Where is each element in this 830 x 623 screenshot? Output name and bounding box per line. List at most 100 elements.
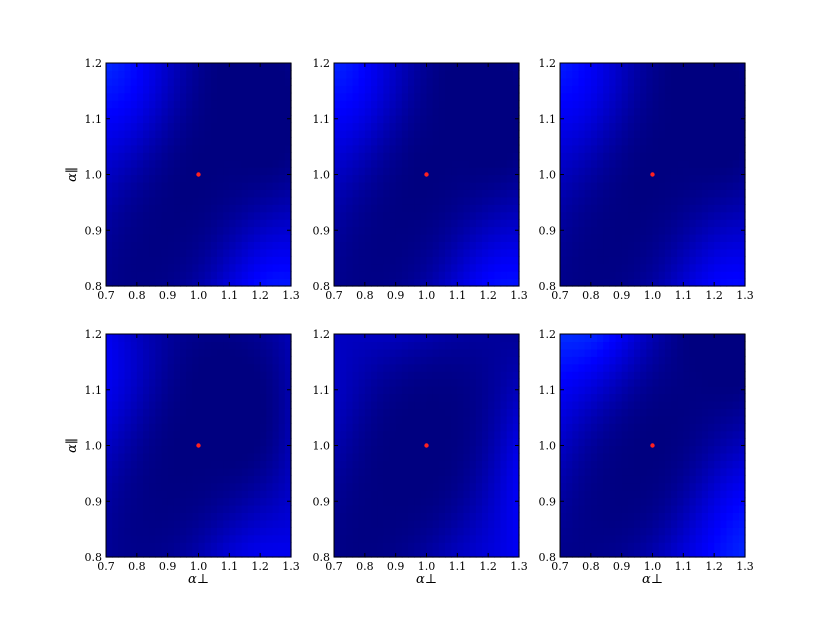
heatmap-cell [272, 497, 280, 506]
heatmap-cell [389, 482, 397, 491]
heatmap-cell [445, 219, 452, 228]
heatmap-cell [677, 77, 684, 86]
heatmap-cell [186, 460, 193, 469]
heatmap-cell [714, 174, 721, 183]
heatmap-cell [241, 393, 249, 402]
heatmap-cell [646, 129, 654, 138]
heatmap-cell [469, 181, 477, 190]
heatmap-cell [143, 271, 150, 280]
heatmap-cell [708, 92, 715, 101]
heatmap-cell [334, 219, 341, 228]
heatmap-cell [671, 490, 678, 499]
heatmap-cell [278, 400, 286, 409]
heatmap-cell [204, 549, 212, 558]
heatmap-cell [180, 542, 187, 551]
heatmap-cell [358, 278, 366, 287]
heatmap-cell [143, 144, 150, 153]
heatmap-cell [198, 371, 206, 380]
heatmap-cell [572, 248, 580, 257]
heatmap-cell [695, 490, 703, 499]
heatmap-cell [389, 211, 397, 220]
heatmap-cell [512, 189, 520, 198]
heatmap-cell [438, 137, 446, 146]
heatmap-cell [560, 70, 567, 79]
heatmap-cell [155, 70, 163, 79]
heatmap-cell [352, 226, 360, 235]
heatmap-cell [149, 386, 156, 395]
heatmap-cell [389, 92, 397, 101]
heatmap-cell [695, 181, 703, 190]
heatmap-cell [652, 263, 660, 272]
heatmap-cell [260, 504, 267, 513]
heatmap-cell [445, 107, 452, 116]
heatmap-cell [457, 356, 465, 365]
heatmap-cell [364, 219, 372, 228]
heatmap-cell [346, 70, 354, 79]
heatmap-cell [217, 334, 224, 343]
heatmap-cell [284, 233, 292, 242]
heatmap-cell [340, 144, 347, 153]
heatmap-cell [266, 159, 274, 168]
heatmap-cell [278, 271, 286, 280]
heatmap-cell [469, 490, 477, 499]
heatmap-cell [646, 92, 654, 101]
heatmap-cell [383, 423, 391, 432]
heatmap-cell [566, 85, 573, 94]
heatmap-cell [173, 204, 181, 213]
heatmap-cell [204, 519, 212, 528]
heatmap-cell [254, 371, 261, 380]
heatmap-cell [714, 248, 721, 257]
heatmap-cell [720, 504, 728, 513]
heatmap-cell [506, 438, 514, 447]
heatmap-cell [235, 196, 243, 205]
heatmap-cell [161, 334, 169, 343]
heatmap-cell [136, 63, 144, 72]
heatmap-cell [118, 549, 126, 558]
heatmap-cell [358, 70, 366, 79]
heatmap-cell [463, 504, 471, 513]
heatmap-cell [204, 430, 212, 439]
heatmap-cell [469, 77, 477, 86]
heatmap-cell [340, 542, 347, 551]
heatmap-cell [671, 167, 678, 176]
heatmap-cell [482, 211, 489, 220]
heatmap-cell [708, 144, 715, 153]
heatmap-cell [671, 107, 678, 116]
heatmap-cell [451, 226, 458, 235]
heatmap-cell [414, 445, 421, 454]
heatmap-cell [432, 248, 440, 257]
heatmap-cell [204, 363, 212, 372]
heatmap-cell [155, 233, 163, 242]
heatmap-cell [364, 549, 372, 558]
heatmap-cell [720, 256, 728, 265]
heatmap-cell [506, 256, 514, 265]
heatmap-cell [590, 497, 598, 506]
heatmap-cell [254, 512, 261, 521]
heatmap-cell [634, 107, 641, 116]
heatmap-cell [469, 445, 477, 454]
heatmap-cell [167, 400, 175, 409]
heatmap-cell [432, 196, 440, 205]
heatmap-cell [401, 211, 409, 220]
heatmap-cell [161, 445, 169, 454]
heatmap-cell [482, 334, 489, 343]
heatmap-cell [408, 167, 415, 176]
heatmap-cell [118, 527, 126, 536]
heatmap-cell [346, 341, 354, 350]
heatmap-cell [149, 77, 156, 86]
heatmap-cell [340, 181, 347, 190]
heatmap-cell [572, 534, 580, 543]
heatmap-cell [506, 167, 514, 176]
heatmap-cell [254, 423, 261, 432]
heatmap-cell [167, 356, 175, 365]
heatmap-cell [278, 115, 286, 124]
heatmap-cell [371, 341, 378, 350]
heatmap-cell [161, 278, 169, 287]
heatmap-cell [689, 129, 697, 138]
heatmap-cell [732, 233, 740, 242]
heatmap-cell [149, 159, 156, 168]
heatmap-cell [671, 527, 678, 536]
heatmap-cell [371, 263, 378, 272]
heatmap-cell [192, 475, 200, 484]
heatmap-cell [677, 256, 684, 265]
